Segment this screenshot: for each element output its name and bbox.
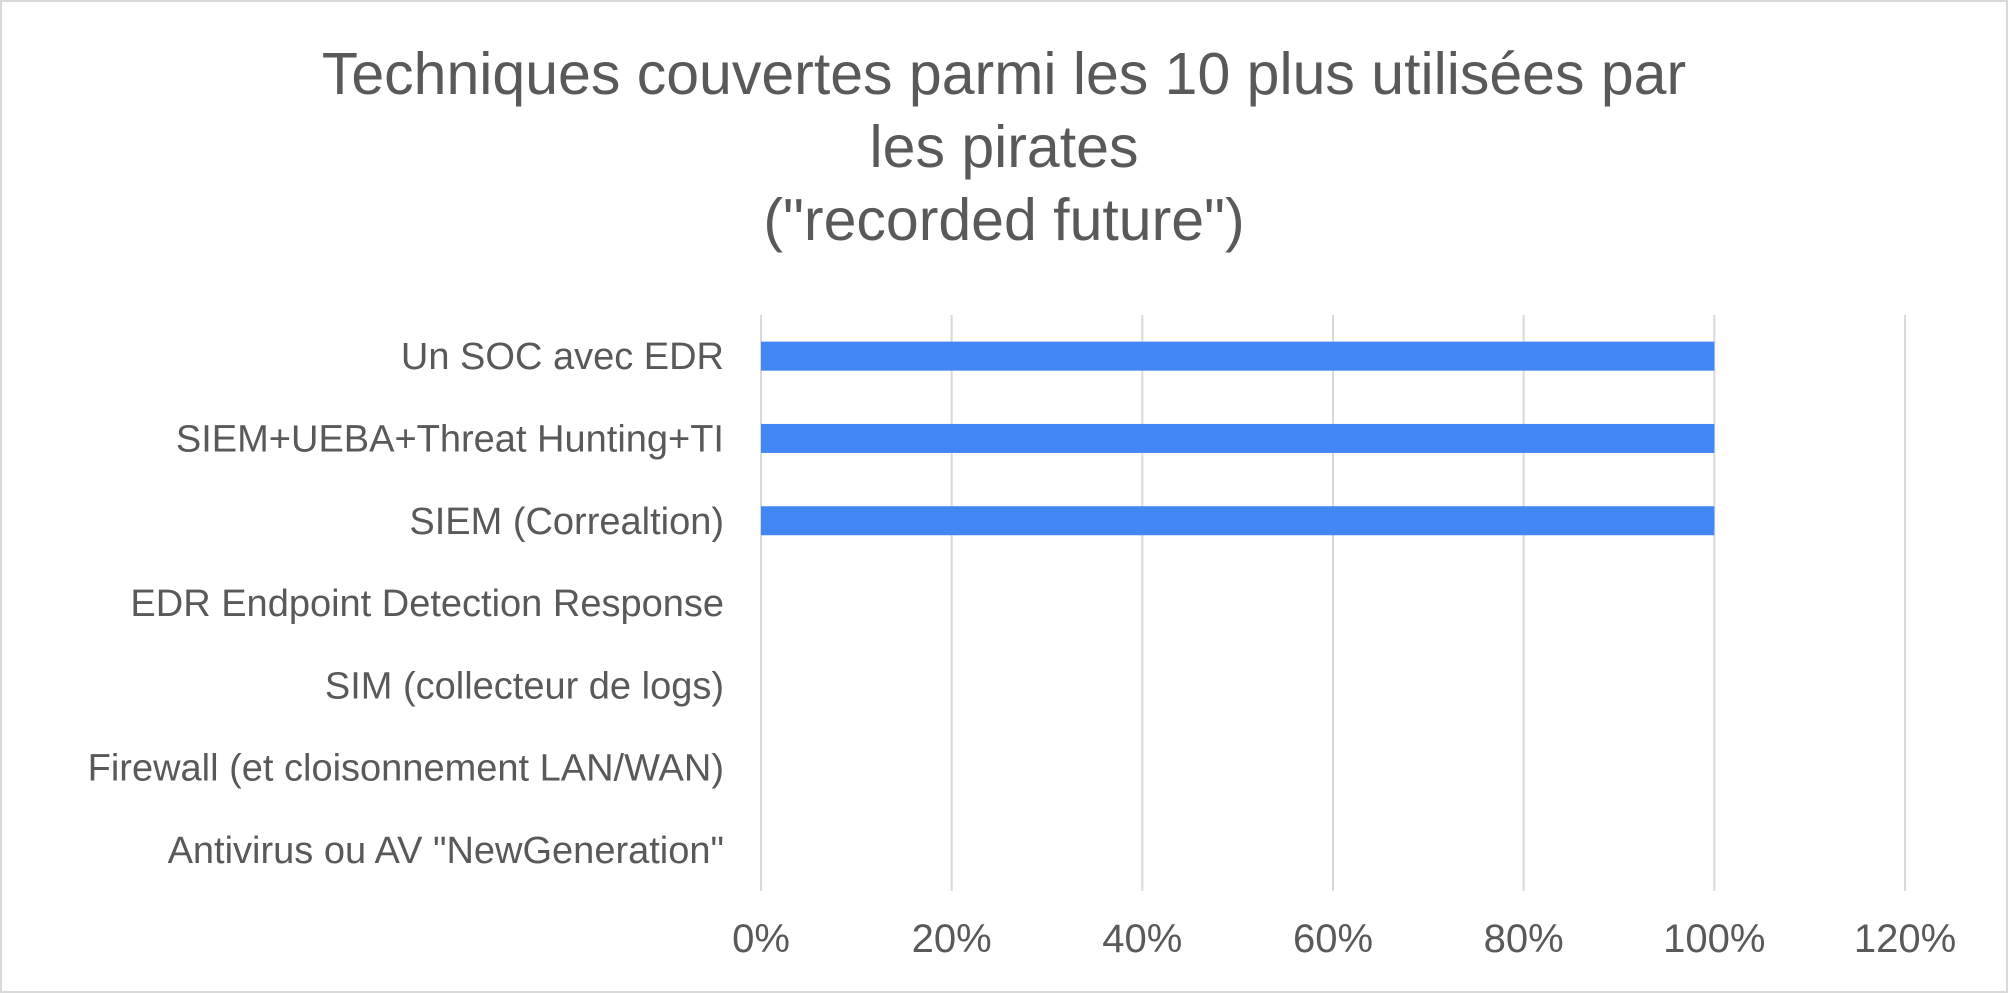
chart-title-line-1: Techniques couvertes parmi les 10 plus u… bbox=[321, 41, 1687, 107]
x-tick-label-layer: 0% 20% 40% 60% 80% 100% 120% bbox=[732, 917, 1956, 961]
bar-1 bbox=[761, 423, 1715, 453]
bar-layer bbox=[761, 341, 1715, 536]
bar-0 bbox=[761, 341, 1715, 371]
category-label-6: Antivirus ou AV "NewGeneration" bbox=[168, 830, 724, 872]
category-label-1: SIEM+UEBA+Threat Hunting+TI bbox=[176, 418, 724, 460]
x-tick-label-1: 20% bbox=[912, 917, 992, 961]
chart-title: Techniques couvertes parmi les 10 plus u… bbox=[0, 38, 2008, 257]
category-label-4: SIM (collecteur de logs) bbox=[325, 665, 724, 707]
category-label-3: EDR Endpoint Detection Response bbox=[130, 583, 724, 625]
x-tick-label-0: 0% bbox=[732, 917, 790, 961]
x-tick-label-3: 60% bbox=[1293, 917, 1373, 961]
chart-title-line-2: les pirates bbox=[869, 114, 1139, 180]
category-label-layer: Un SOC avec EDR SIEM+UEBA+Threat Hunting+… bbox=[88, 336, 724, 872]
x-tick-label-5: 100% bbox=[1663, 917, 1765, 961]
x-tick-label-6: 120% bbox=[1854, 917, 1956, 961]
x-tick-label-4: 80% bbox=[1484, 917, 1564, 961]
category-label-2: SIEM (Correaltion) bbox=[409, 501, 724, 543]
x-tick-label-2: 40% bbox=[1102, 917, 1182, 961]
bar-2 bbox=[761, 506, 1715, 536]
category-label-5: Firewall (et cloisonnement LAN/WAN) bbox=[88, 748, 724, 790]
grid-layer bbox=[760, 315, 1906, 891]
chart-title-line-3: ("recorded future") bbox=[763, 187, 1245, 253]
category-label-0: Un SOC avec EDR bbox=[401, 336, 724, 378]
